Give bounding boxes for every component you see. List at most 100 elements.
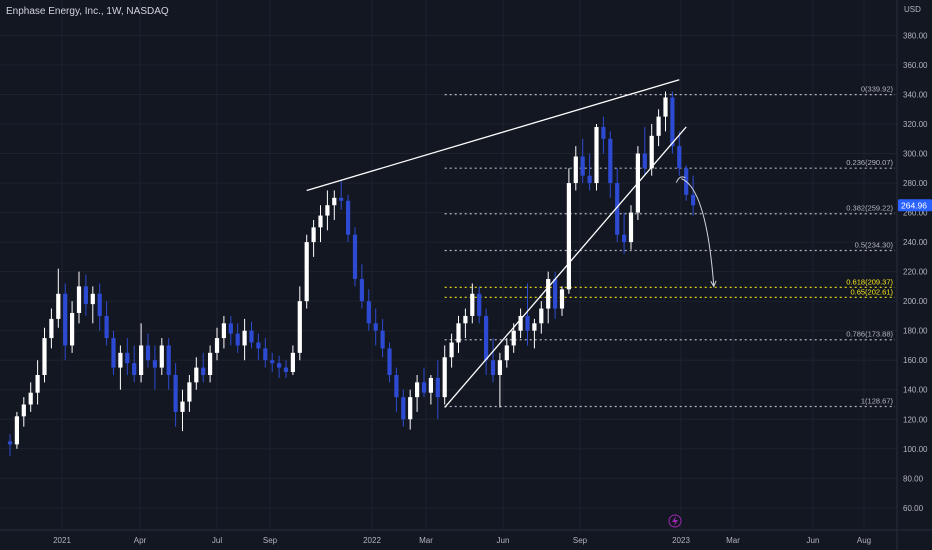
candle-body[interactable] bbox=[297, 301, 302, 353]
candle-body[interactable] bbox=[539, 308, 544, 324]
candle-body[interactable] bbox=[649, 135, 654, 169]
candle-body[interactable] bbox=[152, 360, 157, 368]
candle-body[interactable] bbox=[594, 126, 599, 184]
candle-body[interactable] bbox=[346, 200, 351, 235]
candle-body[interactable] bbox=[587, 175, 592, 184]
candle-body[interactable] bbox=[42, 338, 47, 375]
candle-body[interactable] bbox=[111, 338, 116, 368]
candle-body[interactable] bbox=[28, 392, 33, 405]
candle-body[interactable] bbox=[532, 323, 537, 331]
projection-arrow[interactable] bbox=[681, 178, 715, 287]
event-marker-icon[interactable] bbox=[668, 514, 682, 528]
candle-body[interactable] bbox=[90, 293, 95, 305]
candle-body[interactable] bbox=[642, 153, 647, 169]
candle-body[interactable] bbox=[449, 342, 454, 358]
candle-body[interactable] bbox=[601, 126, 606, 139]
candle-body[interactable] bbox=[573, 156, 578, 184]
candle-body[interactable] bbox=[118, 352, 123, 368]
candle-body[interactable] bbox=[553, 279, 558, 309]
candle-body[interactable] bbox=[139, 345, 144, 375]
candle-body[interactable] bbox=[339, 197, 344, 201]
candle-body[interactable] bbox=[256, 342, 261, 349]
candle-body[interactable] bbox=[76, 286, 82, 313]
candle-body[interactable] bbox=[56, 293, 61, 319]
candle-body[interactable] bbox=[663, 97, 668, 117]
candle-body[interactable] bbox=[14, 416, 19, 445]
candle-body[interactable] bbox=[366, 301, 371, 324]
candle-body[interactable] bbox=[145, 345, 151, 361]
candle-body[interactable] bbox=[187, 382, 192, 402]
candle-body[interactable] bbox=[194, 367, 199, 383]
candle-body[interactable] bbox=[608, 138, 613, 184]
trendline[interactable] bbox=[306, 79, 680, 192]
candle-body[interactable] bbox=[208, 352, 213, 375]
candle-body[interactable] bbox=[304, 242, 309, 302]
candle-body[interactable] bbox=[104, 315, 109, 339]
candle-body[interactable] bbox=[435, 377, 440, 398]
candle-body[interactable] bbox=[221, 323, 226, 339]
candle-body[interactable] bbox=[180, 401, 185, 412]
candle-body[interactable] bbox=[7, 441, 13, 445]
candle-body[interactable] bbox=[270, 360, 275, 364]
candle-body[interactable] bbox=[125, 352, 130, 364]
candle-body[interactable] bbox=[166, 345, 171, 375]
candle-body[interactable] bbox=[559, 289, 565, 309]
candle-body[interactable] bbox=[228, 323, 233, 334]
candle-body[interactable] bbox=[235, 333, 240, 346]
candle-body[interactable] bbox=[173, 374, 178, 412]
candle-body[interactable] bbox=[63, 293, 68, 346]
candle-body[interactable] bbox=[546, 279, 551, 309]
candle-body[interactable] bbox=[463, 315, 468, 324]
trendline[interactable] bbox=[444, 126, 687, 408]
candle-body[interactable] bbox=[352, 234, 358, 280]
candle-body[interactable] bbox=[394, 374, 399, 398]
candle-body[interactable] bbox=[670, 97, 675, 147]
candle-body[interactable] bbox=[242, 330, 247, 346]
candle-body[interactable] bbox=[380, 330, 385, 349]
candle-body[interactable] bbox=[359, 279, 364, 302]
candle-body[interactable] bbox=[622, 234, 627, 243]
candle-body[interactable] bbox=[497, 360, 502, 375]
candle-body[interactable] bbox=[401, 397, 406, 420]
candle-body[interactable] bbox=[387, 348, 392, 375]
candle-body[interactable] bbox=[580, 156, 585, 176]
candle-body[interactable] bbox=[691, 194, 696, 206]
candle-body[interactable] bbox=[656, 116, 661, 136]
candle-body[interactable] bbox=[311, 227, 316, 243]
candle-body[interactable] bbox=[21, 404, 26, 417]
candle-body[interactable] bbox=[421, 382, 427, 393]
candle-body[interactable] bbox=[97, 293, 102, 316]
candle-body[interactable] bbox=[49, 318, 54, 339]
candle-body[interactable] bbox=[373, 323, 378, 331]
candle-body[interactable] bbox=[263, 348, 268, 361]
candle-body[interactable] bbox=[201, 367, 206, 375]
candle-body[interactable] bbox=[615, 183, 620, 235]
candle-body[interactable] bbox=[214, 338, 220, 353]
candle-body[interactable] bbox=[511, 330, 516, 346]
candle-body[interactable] bbox=[477, 293, 482, 316]
candle-body[interactable] bbox=[442, 357, 447, 398]
candle-body[interactable] bbox=[415, 382, 420, 398]
candle-body[interactable] bbox=[428, 377, 433, 393]
candle-body[interactable] bbox=[470, 293, 475, 316]
candle-body[interactable] bbox=[628, 212, 634, 243]
candle-body[interactable] bbox=[456, 323, 461, 343]
candle-body[interactable] bbox=[318, 215, 323, 228]
candle-body[interactable] bbox=[566, 183, 571, 290]
candle-body[interactable] bbox=[325, 205, 330, 216]
candle-body[interactable] bbox=[332, 197, 337, 206]
candle-body[interactable] bbox=[490, 360, 496, 375]
candle-body[interactable] bbox=[290, 352, 295, 373]
candle-body[interactable] bbox=[504, 345, 509, 361]
candle-body[interactable] bbox=[518, 315, 523, 331]
candle-body[interactable] bbox=[283, 367, 289, 373]
candle-body[interactable] bbox=[408, 397, 413, 420]
candle-body[interactable] bbox=[35, 374, 40, 393]
candle-body[interactable] bbox=[525, 315, 530, 331]
candle-body[interactable] bbox=[484, 315, 489, 361]
candle-body[interactable] bbox=[277, 363, 282, 368]
candle-body[interactable] bbox=[70, 312, 75, 346]
candle-body[interactable] bbox=[83, 286, 88, 305]
candle-body[interactable] bbox=[132, 363, 137, 375]
